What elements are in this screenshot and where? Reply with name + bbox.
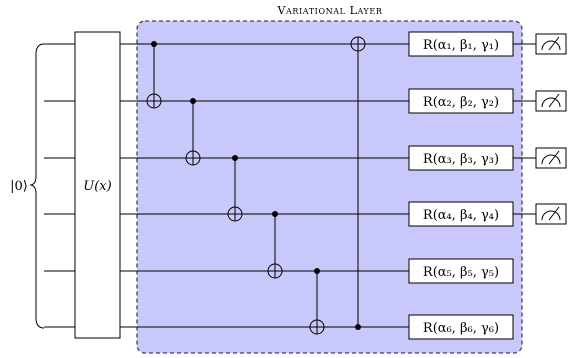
encoding-gate-box [74,31,121,339]
cnot-gate [185,98,201,166]
rotation-gate-box [408,201,514,227]
measurement-meter-icon [535,90,567,112]
rotation-gate-label: R(α₃, β₃, γ₃) [423,152,499,167]
input-state-label: |0⟩ [10,179,28,194]
rotation-gate-box [408,88,514,114]
measurement-meter-icon [535,33,567,55]
meter-arc [541,210,561,221]
rotation-gate-label: R(α₂, β₂, γ₂) [423,95,499,110]
meter-box [535,33,567,55]
meter-box [535,203,567,225]
cnot-control-dot [272,211,278,217]
rotation-gate-box [408,258,514,284]
rotation-gate-6: R(α₆, β₆, γ₆) [408,314,514,340]
rotation-gate-5: R(α₅, β₅, γ₅) [408,258,514,284]
rotation-gates: R(α₁, β₁, γ₁) R(α₂, β₂, γ₂) R(α₃, β₃, γ₃) R… [408,31,514,340]
meter-needle [548,150,560,165]
rotation-gate-label: R(α₁, β₁, γ₁) [423,38,499,53]
meter-box [535,147,567,169]
rotation-gate-box [408,145,514,171]
cnot-control-dot [355,324,361,330]
meter-needle [548,36,560,51]
meter-box [535,90,567,112]
meter-needle [548,93,560,108]
input-brace [29,43,45,329]
cnot-control-dot [232,155,238,161]
cnot-gate [227,155,243,222]
measurement-meter-icon [535,203,567,225]
rotation-gate-label: R(α₆, β₆, γ₆) [423,321,499,336]
cnot-gate [267,211,283,279]
rotation-gate-box [408,31,514,57]
variational-layer-box [136,20,523,354]
rotation-gate-box [408,314,514,340]
encoding-gate-label: U(x) [83,179,111,194]
rotation-gate-3: R(α₃, β₃, γ₃) [408,145,514,171]
variational-layer-title: Variational Layer [277,4,383,17]
meter-arc [541,97,561,108]
rotation-gate-1: R(α₁, β₁, γ₁) [408,31,514,57]
cnot-control-dot [314,268,320,274]
measurement-meter-icon [535,147,567,169]
rotation-gate-label: R(α₄, β₄, γ₄) [423,208,499,223]
cnot-control-dot [190,98,196,104]
cnot-gate [146,41,162,109]
cnot-control-dot [151,41,157,47]
meter-arc [541,40,561,51]
cnot-gate [309,268,325,335]
measurements [535,33,567,225]
meter-needle [548,206,560,221]
cnot-gate [350,36,366,330]
rotation-gate-4: R(α₄, β₄, γ₄) [408,201,514,227]
cnot-gates [146,36,366,335]
rotation-gate-2: R(α₂, β₂, γ₂) [408,88,514,114]
meter-arc [541,154,561,165]
rotation-gate-label: R(α₅, β₅, γ₅) [423,265,499,280]
